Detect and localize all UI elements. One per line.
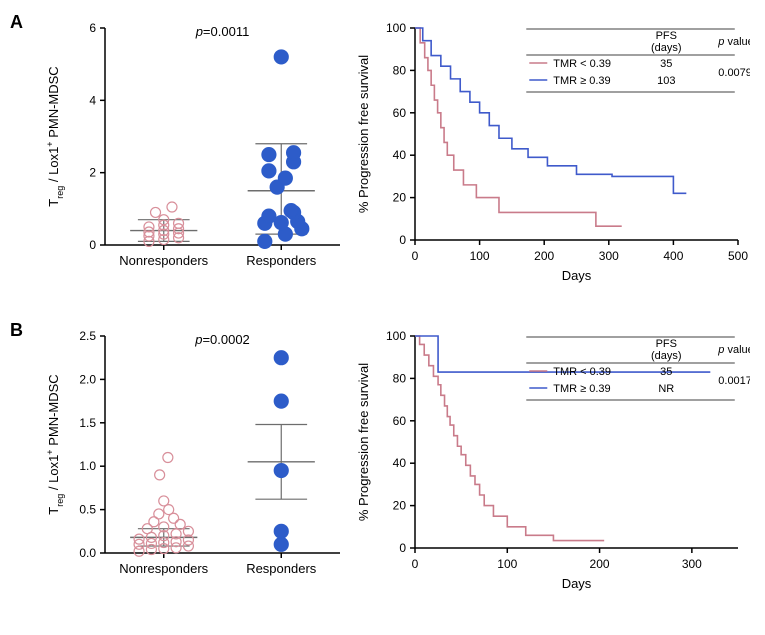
- panel-b-scatter-chart: 0.0 0.5 1.0 1.5 2.0 2.5 Treg / Lox1+ PMN-MDSC p…: [40, 318, 350, 598]
- svg-text:2: 2: [89, 166, 96, 180]
- svg-text:Responders: Responders: [246, 253, 317, 268]
- svg-text:4: 4: [89, 93, 96, 107]
- svg-text:p=0.0011: p=0.0011: [195, 24, 250, 39]
- svg-text:NR: NR: [658, 383, 674, 395]
- svg-text:Nonresponders: Nonresponders: [119, 561, 208, 576]
- svg-text:(days): (days): [651, 42, 682, 54]
- svg-text:20: 20: [393, 191, 407, 205]
- panel-a-scatter-chart: 0 2 4 6 Treg / Lox1+ PMN-MDSC p=0.0011 Nonresp…: [40, 10, 350, 290]
- panel-b-row: 0.0 0.5 1.0 1.5 2.0 2.5 Treg / Lox1+ PMN-MDSC p…: [40, 318, 750, 598]
- svg-text:2.5: 2.5: [79, 329, 96, 343]
- svg-text:TMR < 0.39: TMR < 0.39: [553, 58, 611, 70]
- panel-a-km-wrap: 0 20 40 60 80 100 0 100 200 300 400 500 Days % Progre…: [350, 10, 750, 290]
- svg-text:35: 35: [660, 58, 672, 70]
- panel-a-row: 0 2 4 6 Treg / Lox1+ PMN-MDSC p=0.0011 Nonresp…: [40, 10, 750, 290]
- panel-b-label: B: [10, 320, 23, 341]
- svg-text:0: 0: [89, 238, 96, 252]
- svg-text:400: 400: [663, 249, 683, 263]
- panel-b-scatter-wrap: 0.0 0.5 1.0 1.5 2.0 2.5 Treg / Lox1+ PMN-MDSC p…: [40, 318, 350, 598]
- svg-text:0: 0: [412, 249, 419, 263]
- figure-root: A 0 2 4 6 Treg / Lox1+ PMN-MDSC p=0.0011 Nonre…: [0, 0, 765, 635]
- svg-text:% Progression free survival: % Progression free survival: [356, 55, 371, 213]
- svg-text:200: 200: [590, 557, 610, 571]
- svg-text:TMR ≥ 0.39: TMR ≥ 0.39: [553, 75, 610, 87]
- svg-text:0: 0: [399, 541, 406, 555]
- svg-text:0.0079: 0.0079: [718, 67, 750, 79]
- svg-text:60: 60: [393, 414, 407, 428]
- svg-text:Treg / Lox1+ PMN-MDSC: Treg / Lox1+ PMN-MDSC: [45, 374, 65, 514]
- svg-text:80: 80: [393, 63, 407, 77]
- svg-text:p=0.0002: p=0.0002: [194, 332, 250, 347]
- svg-text:p value: p value: [717, 36, 750, 48]
- svg-text:500: 500: [728, 249, 748, 263]
- svg-text:0: 0: [399, 233, 406, 247]
- svg-text:Days: Days: [562, 576, 592, 591]
- svg-text:6: 6: [89, 21, 96, 35]
- svg-text:100: 100: [470, 249, 490, 263]
- svg-text:300: 300: [599, 249, 619, 263]
- svg-text:2.0: 2.0: [79, 372, 96, 386]
- svg-text:1.0: 1.0: [79, 459, 96, 473]
- panel-a-km-chart: 0 20 40 60 80 100 0 100 200 300 400 500 Days % Progre…: [350, 10, 750, 290]
- svg-text:35: 35: [660, 366, 672, 378]
- svg-text:TMR ≥ 0.39: TMR ≥ 0.39: [553, 383, 610, 395]
- svg-text:PFS: PFS: [656, 30, 677, 42]
- svg-text:60: 60: [393, 106, 407, 120]
- svg-text:Nonresponders: Nonresponders: [119, 253, 208, 268]
- svg-text:300: 300: [682, 557, 702, 571]
- svg-text:40: 40: [393, 148, 407, 162]
- svg-text:(days): (days): [651, 350, 682, 362]
- svg-text:Days: Days: [562, 268, 592, 283]
- svg-text:1.5: 1.5: [79, 416, 96, 430]
- svg-text:103: 103: [657, 75, 675, 87]
- svg-text:0.5: 0.5: [79, 503, 96, 517]
- svg-text:0.0017: 0.0017: [718, 375, 750, 387]
- panel-a-label: A: [10, 12, 23, 33]
- svg-text:0.0: 0.0: [79, 546, 96, 560]
- svg-text:100: 100: [386, 21, 406, 35]
- svg-text:% Progression free survival: % Progression free survival: [356, 363, 371, 521]
- svg-text:TMR < 0.39: TMR < 0.39: [553, 366, 611, 378]
- panel-a-scatter-wrap: 0 2 4 6 Treg / Lox1+ PMN-MDSC p=0.0011 Nonresp…: [40, 10, 350, 290]
- svg-text:100: 100: [386, 329, 406, 343]
- svg-text:40: 40: [393, 456, 407, 470]
- svg-text:100: 100: [497, 557, 517, 571]
- svg-text:200: 200: [534, 249, 554, 263]
- svg-text:Responders: Responders: [246, 561, 317, 576]
- svg-text:20: 20: [393, 499, 407, 513]
- panel-b-km-chart: 0 20 40 60 80 100 0 100 200 300 Days % Progression …: [350, 318, 750, 598]
- svg-text:Treg / Lox1+ PMN-MDSC: Treg / Lox1+ PMN-MDSC: [45, 66, 65, 206]
- svg-text:PFS: PFS: [656, 338, 677, 350]
- svg-text:0: 0: [412, 557, 419, 571]
- panel-b-km-wrap: 0 20 40 60 80 100 0 100 200 300 Days % Progression …: [350, 318, 750, 598]
- svg-text:p value: p value: [717, 344, 750, 356]
- svg-text:80: 80: [393, 371, 407, 385]
